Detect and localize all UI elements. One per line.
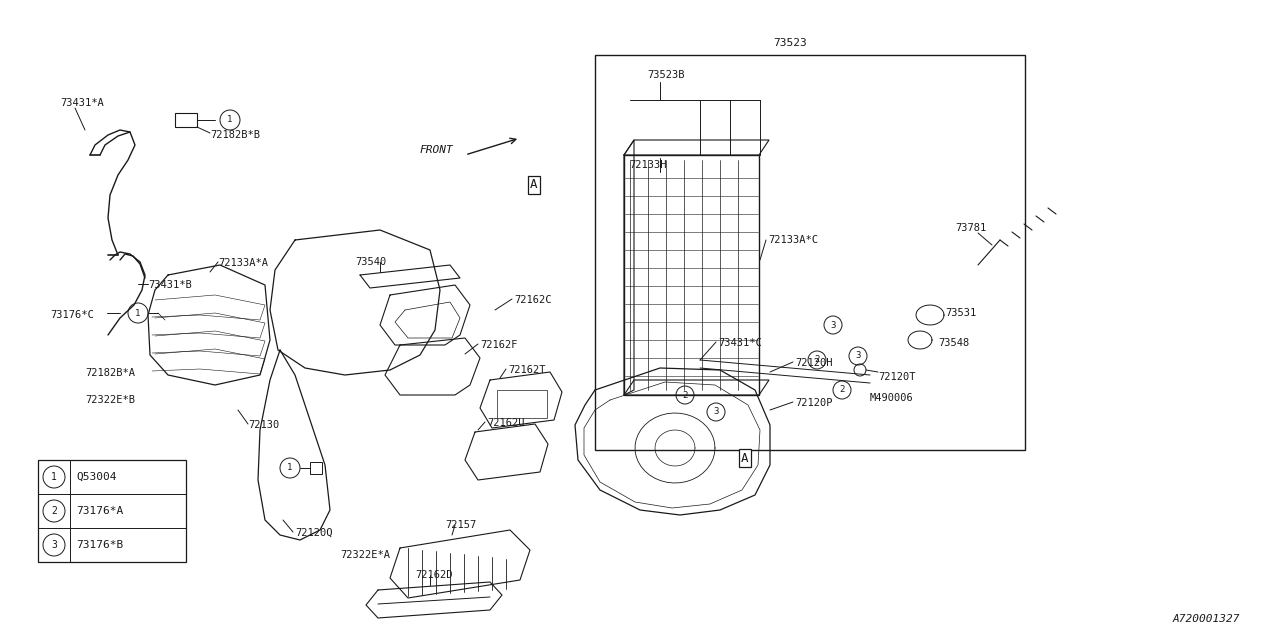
Text: 1: 1 (228, 115, 233, 125)
Text: 3: 3 (713, 408, 718, 417)
Text: A: A (741, 451, 749, 465)
Text: 72133A*C: 72133A*C (768, 235, 818, 245)
Text: 72120T: 72120T (878, 372, 915, 382)
Text: 2: 2 (840, 385, 845, 394)
Text: 72182B*B: 72182B*B (210, 130, 260, 140)
Text: 1: 1 (136, 308, 141, 317)
Text: 73431*C: 73431*C (718, 338, 762, 348)
Text: 72130: 72130 (248, 420, 279, 430)
Text: 72133A*A: 72133A*A (218, 258, 268, 268)
Text: 72182B*A: 72182B*A (84, 368, 134, 378)
Text: Q53004: Q53004 (76, 472, 116, 482)
Text: FRONT: FRONT (420, 145, 453, 155)
Text: 73548: 73548 (938, 338, 969, 348)
Text: 73176*B: 73176*B (76, 540, 123, 550)
Text: 1: 1 (287, 463, 293, 472)
Text: 72162U: 72162U (486, 418, 525, 428)
Text: 72120P: 72120P (795, 398, 832, 408)
Text: 73540: 73540 (355, 257, 387, 267)
Text: 3: 3 (51, 540, 56, 550)
Bar (625, 155, 759, 395)
Bar (175, 113, 197, 127)
Text: 73523B: 73523B (646, 70, 685, 80)
Bar (310, 462, 323, 474)
Bar (38, 460, 186, 562)
Text: 73781: 73781 (955, 223, 987, 233)
Text: 2: 2 (51, 506, 56, 516)
Text: A: A (530, 179, 538, 191)
Text: 72322E*B: 72322E*B (84, 395, 134, 405)
Text: 3: 3 (831, 321, 836, 330)
Text: 73523: 73523 (773, 38, 806, 48)
Text: 2: 2 (814, 355, 819, 365)
Text: 73176*C: 73176*C (50, 310, 93, 320)
Text: 72162D: 72162D (415, 570, 453, 580)
Bar (595, 55, 1025, 450)
Text: 72322E*A: 72322E*A (340, 550, 390, 560)
Text: 73431*B: 73431*B (148, 280, 192, 290)
Text: 1: 1 (51, 472, 56, 482)
Text: A720001327: A720001327 (1172, 614, 1240, 624)
Text: 72133H: 72133H (628, 160, 667, 170)
Text: 72157: 72157 (445, 520, 476, 530)
Text: 73531: 73531 (945, 308, 977, 318)
Text: 3: 3 (855, 351, 860, 360)
Text: 72162T: 72162T (508, 365, 545, 375)
Text: 72162F: 72162F (480, 340, 517, 350)
Text: 72162C: 72162C (515, 295, 552, 305)
Text: 72120H: 72120H (795, 358, 832, 368)
Text: 73176*A: 73176*A (76, 506, 123, 516)
Bar (497, 390, 547, 418)
Text: M490006: M490006 (870, 393, 914, 403)
Text: 2: 2 (682, 390, 687, 399)
Text: 72120Q: 72120Q (294, 528, 333, 538)
Text: 73431*A: 73431*A (60, 98, 104, 108)
